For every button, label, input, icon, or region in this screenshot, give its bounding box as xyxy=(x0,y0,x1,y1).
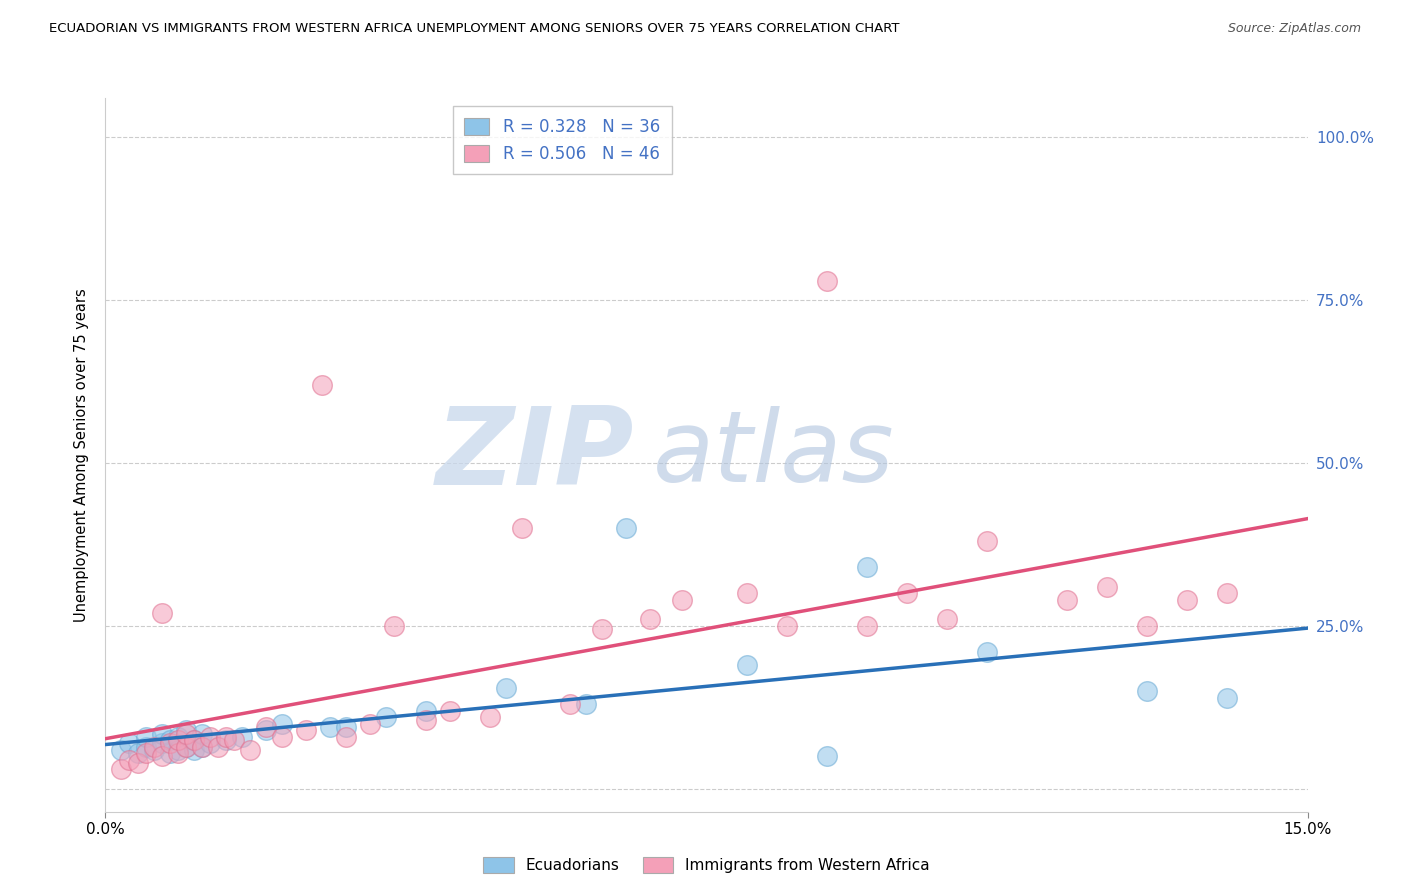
Point xyxy=(335,720,357,734)
Point xyxy=(135,746,157,760)
Point xyxy=(254,723,277,738)
Point xyxy=(815,749,838,764)
Point xyxy=(319,720,342,734)
Point xyxy=(174,723,197,738)
Point xyxy=(976,645,998,659)
Point xyxy=(896,586,918,600)
Point xyxy=(214,730,236,744)
Point xyxy=(159,736,181,750)
Text: ZIP: ZIP xyxy=(436,402,634,508)
Point xyxy=(295,723,318,738)
Point xyxy=(135,739,157,754)
Legend: Ecuadorians, Immigrants from Western Africa: Ecuadorians, Immigrants from Western Afr… xyxy=(477,851,936,879)
Point xyxy=(1056,593,1078,607)
Point xyxy=(174,726,197,740)
Y-axis label: Unemployment Among Seniors over 75 years: Unemployment Among Seniors over 75 years xyxy=(75,288,90,622)
Point xyxy=(135,730,157,744)
Point xyxy=(190,739,212,754)
Point xyxy=(198,736,221,750)
Point xyxy=(382,619,405,633)
Point xyxy=(479,710,502,724)
Point xyxy=(118,736,141,750)
Point xyxy=(311,377,333,392)
Point xyxy=(183,733,205,747)
Point xyxy=(1097,580,1119,594)
Point xyxy=(207,739,229,754)
Point xyxy=(439,704,461,718)
Point xyxy=(776,619,799,633)
Point xyxy=(118,753,141,767)
Point xyxy=(142,739,165,754)
Text: Source: ZipAtlas.com: Source: ZipAtlas.com xyxy=(1227,22,1361,36)
Point xyxy=(150,736,173,750)
Point xyxy=(815,274,838,288)
Point xyxy=(142,743,165,757)
Point xyxy=(374,710,398,724)
Point xyxy=(335,730,357,744)
Point xyxy=(510,521,533,535)
Point xyxy=(855,560,877,574)
Point xyxy=(1216,586,1239,600)
Point xyxy=(231,730,253,744)
Point xyxy=(166,730,188,744)
Point xyxy=(415,704,437,718)
Text: atlas: atlas xyxy=(652,407,894,503)
Point xyxy=(1136,619,1159,633)
Point xyxy=(214,733,236,747)
Point xyxy=(174,739,197,754)
Point xyxy=(150,606,173,620)
Point xyxy=(150,749,173,764)
Point xyxy=(166,733,188,747)
Point xyxy=(616,521,638,535)
Point xyxy=(159,746,181,760)
Point xyxy=(166,743,188,757)
Point xyxy=(560,697,582,711)
Point xyxy=(495,681,517,695)
Point xyxy=(640,612,662,626)
Point xyxy=(735,658,758,673)
Point xyxy=(150,726,173,740)
Point xyxy=(359,716,381,731)
Point xyxy=(575,697,598,711)
Point xyxy=(127,756,149,770)
Point xyxy=(1136,684,1159,698)
Point xyxy=(976,534,998,549)
Point xyxy=(183,743,205,757)
Text: ECUADORIAN VS IMMIGRANTS FROM WESTERN AFRICA UNEMPLOYMENT AMONG SENIORS OVER 75 : ECUADORIAN VS IMMIGRANTS FROM WESTERN AF… xyxy=(49,22,900,36)
Point xyxy=(183,733,205,747)
Point xyxy=(1177,593,1199,607)
Point xyxy=(127,746,149,760)
Point xyxy=(110,743,132,757)
Point xyxy=(222,733,245,747)
Point xyxy=(166,746,188,760)
Point xyxy=(254,720,277,734)
Point xyxy=(735,586,758,600)
Point xyxy=(1216,690,1239,705)
Point xyxy=(190,739,212,754)
Point xyxy=(239,743,262,757)
Point xyxy=(190,726,212,740)
Point xyxy=(671,593,693,607)
Point xyxy=(591,622,613,636)
Point xyxy=(270,716,292,731)
Point xyxy=(198,730,221,744)
Point xyxy=(110,763,132,777)
Point xyxy=(270,730,292,744)
Point xyxy=(159,733,181,747)
Point xyxy=(936,612,959,626)
Point xyxy=(415,714,437,728)
Point xyxy=(855,619,877,633)
Point xyxy=(174,739,197,754)
